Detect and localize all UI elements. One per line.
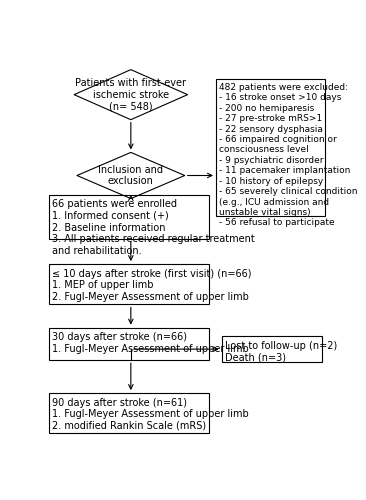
Bar (49, 328, 209, 360)
Text: 66 patients were enrolled
1. Informed consent (+)
2. Baseline information
3. All: 66 patients were enrolled 1. Informed co… (52, 200, 255, 256)
Text: ≤ 10 days after stroke (first visit) (n=66)
1. MEP of upper limb
2. Fugl-Meyer A: ≤ 10 days after stroke (first visit) (n=… (52, 268, 251, 302)
Text: 30 days after stroke (n=66)
1. Fugl-Meyer Assessment of upper limb: 30 days after stroke (n=66) 1. Fugl-Meye… (52, 332, 249, 354)
Bar (49, 393, 209, 434)
Bar (49, 194, 209, 239)
Bar (49, 264, 209, 304)
Text: 482 patients were excluded:
- 16 stroke onset >10 days
- 200 no hemiparesis
- 27: 482 patients were excluded: - 16 stroke … (219, 83, 357, 228)
Bar (216, 79, 325, 216)
Text: 90 days after stroke (n=61)
1. Fugl-Meyer Assessment of upper limb
2. modified R: 90 days after stroke (n=61) 1. Fugl-Meye… (52, 398, 249, 431)
Bar (222, 336, 322, 362)
Text: Inclusion and
exclusion: Inclusion and exclusion (98, 164, 163, 186)
Text: Patients with first-ever
ischemic stroke
(n= 548): Patients with first-ever ischemic stroke… (75, 78, 186, 112)
Text: Lost to follow-up (n=2)
Death (n=3): Lost to follow-up (n=2) Death (n=3) (225, 340, 337, 362)
